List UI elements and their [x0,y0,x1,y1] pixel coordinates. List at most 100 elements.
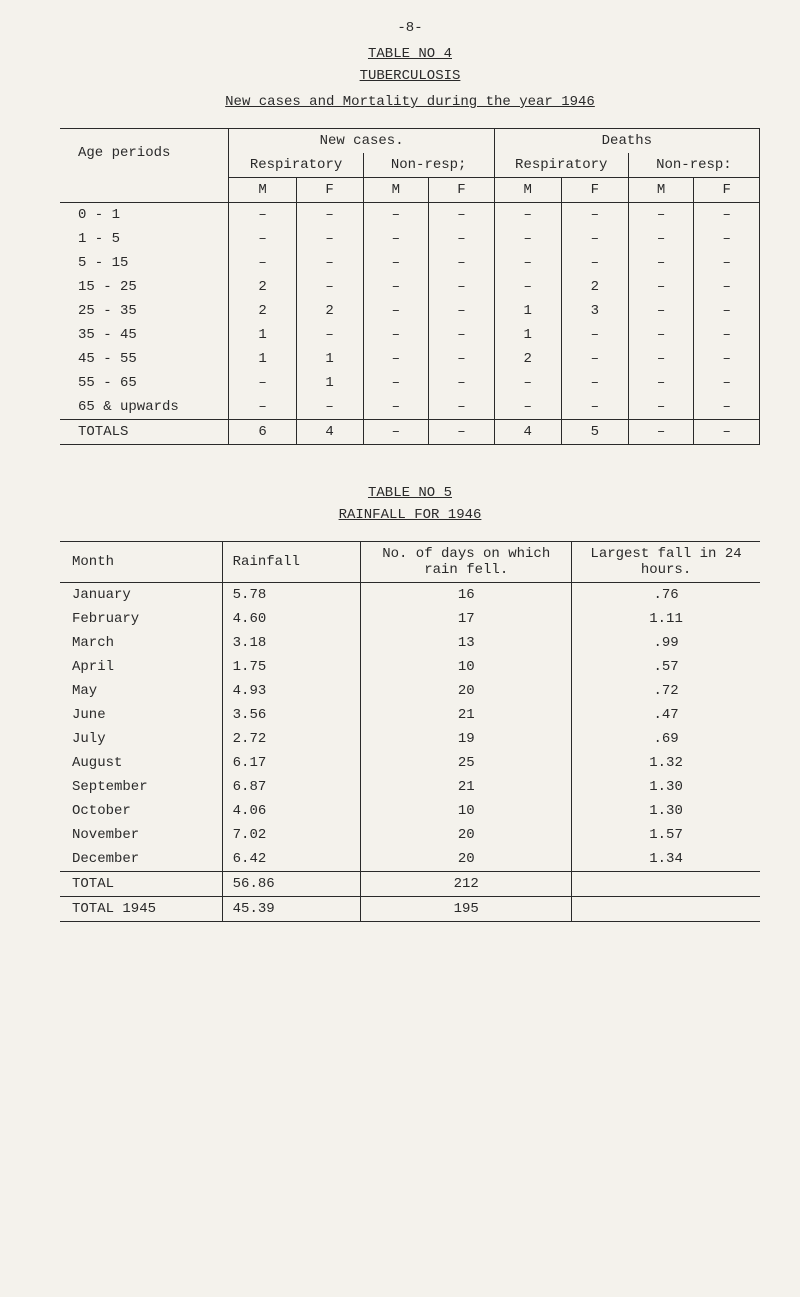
month-cell: March [60,631,222,655]
age-period-cell: 0 - 1 [60,203,229,228]
total-1945-label: TOTAL 1945 [60,897,222,922]
col-f: F [296,178,363,203]
data-cell: – [694,227,760,251]
resp-death-header: Respiratory [494,153,628,178]
totals-cell: – [363,420,429,445]
month-cell: October [60,799,222,823]
age-period-cell: 65 & upwards [60,395,229,420]
largest-fall-cell: 1.11 [572,607,760,631]
age-period-cell: 45 - 55 [60,347,229,371]
data-cell: 1 [494,323,561,347]
totals-cell: – [628,420,694,445]
largest-fall-cell: .57 [572,655,760,679]
rainfall-cell: 4.06 [222,799,361,823]
data-cell: – [561,347,628,371]
page-number: -8- [60,20,760,36]
data-cell: – [363,371,429,395]
rainfall-header: Rainfall [222,542,361,583]
col-m: M [229,178,296,203]
data-cell: – [628,323,694,347]
largest-fall-cell: 1.30 [572,775,760,799]
totals-cell: 6 [229,420,296,445]
totals-cell: – [694,420,760,445]
days-cell: 10 [361,655,572,679]
month-cell: January [60,583,222,608]
data-cell: – [229,395,296,420]
data-cell: – [363,227,429,251]
largest-fall-cell: .47 [572,703,760,727]
totals-cell: – [429,420,495,445]
largest-fall-cell: 1.32 [572,751,760,775]
largest-fall-cell: .72 [572,679,760,703]
largest-fall-cell: .76 [572,583,760,608]
data-cell: – [296,251,363,275]
col-f: F [694,178,760,203]
data-cell: – [694,323,760,347]
days-cell: 16 [361,583,572,608]
data-cell: 1 [296,347,363,371]
data-cell: – [363,275,429,299]
month-cell: February [60,607,222,631]
month-cell: May [60,679,222,703]
total-1945-rain: 45.39 [222,897,361,922]
data-cell: – [363,299,429,323]
table4-heading: TABLE NO 4 [368,46,452,62]
table5-caption: RAINFALL FOR 1946 [339,507,482,523]
data-cell: – [296,323,363,347]
largest-fall-cell: .69 [572,727,760,751]
rainfall-cell: 2.72 [222,727,361,751]
rainfall-cell: 4.93 [222,679,361,703]
month-cell: August [60,751,222,775]
data-cell: 2 [229,275,296,299]
data-cell: – [494,395,561,420]
age-period-cell: 5 - 15 [60,251,229,275]
data-cell: 2 [296,299,363,323]
total-label: TOTAL [60,872,222,897]
data-cell: – [429,347,495,371]
data-cell: – [229,371,296,395]
table4-subheading: TUBERCULOSIS [360,68,461,84]
data-cell: – [628,203,694,228]
age-period-cell: 35 - 45 [60,323,229,347]
age-period-cell: 1 - 5 [60,227,229,251]
month-cell: September [60,775,222,799]
data-cell: – [561,395,628,420]
month-header: Month [60,542,222,583]
nonresp-death-header: Non-resp: [628,153,759,178]
month-cell: November [60,823,222,847]
days-header: No. of days on which rain fell. [361,542,572,583]
resp-new-header: Respiratory [229,153,363,178]
days-cell: 10 [361,799,572,823]
data-cell: 1 [229,323,296,347]
data-cell: – [296,203,363,228]
age-period-cell: 55 - 65 [60,371,229,395]
col-m: M [494,178,561,203]
data-cell: – [229,227,296,251]
data-cell: – [694,371,760,395]
data-cell: – [561,323,628,347]
data-cell: – [296,275,363,299]
data-cell: – [561,227,628,251]
data-cell: – [429,251,495,275]
data-cell: – [429,323,495,347]
col-f: F [429,178,495,203]
data-cell: – [363,395,429,420]
data-cell: – [694,203,760,228]
data-cell: – [363,347,429,371]
month-cell: April [60,655,222,679]
month-cell: July [60,727,222,751]
days-cell: 21 [361,775,572,799]
data-cell: – [561,371,628,395]
rainfall-cell: 4.60 [222,607,361,631]
data-cell: – [694,347,760,371]
col-m: M [363,178,429,203]
largest-fall-cell: .99 [572,631,760,655]
rainfall-cell: 1.75 [222,655,361,679]
data-cell: 3 [561,299,628,323]
data-cell: – [229,203,296,228]
largest-fall-cell: 1.57 [572,823,760,847]
largest-header: Largest fall in 24 hours. [572,542,760,583]
data-cell: – [363,323,429,347]
table5-heading: TABLE NO 5 [368,485,452,501]
rainfall-cell: 6.17 [222,751,361,775]
